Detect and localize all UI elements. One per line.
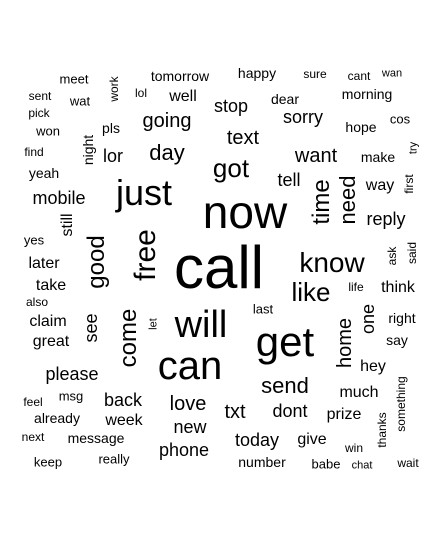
word-wait: wait [397,456,419,470]
word-call: call [173,234,265,301]
word-something: something [394,376,408,432]
word-need: need [335,175,360,225]
word-yeah: yeah [28,165,60,181]
word-really: really [98,451,130,467]
word-tell: tell [277,170,301,190]
word-love: love [169,393,207,415]
word-won: won [36,123,60,139]
word-chat: chat [351,459,373,472]
word-come: come [115,308,142,368]
word-lol: lol [134,86,148,100]
word-phone: phone [158,440,210,460]
word-number: number [238,454,286,470]
word-try: try [407,141,420,155]
word-back: back [103,390,143,410]
word-win: win [344,441,364,455]
word-sure: sure [303,67,327,81]
word-pls: pls [102,120,120,136]
word-get: get [255,318,315,365]
word-text: text [226,127,260,149]
word-got: got [212,153,250,183]
word-claim: claim [29,313,67,330]
word-also: also [25,295,49,309]
word-wan: wan [381,67,403,80]
word-dear: dear [270,91,300,107]
word-week: week [105,412,143,429]
word-will: will [174,304,228,346]
word-lor: lor [102,146,124,166]
word-please: please [45,364,99,384]
word-take: take [35,277,67,294]
word-like: like [291,277,331,307]
word-said: said [405,241,419,265]
word-say: say [386,332,408,348]
word-want: want [294,145,338,167]
word-dont: dont [272,401,308,421]
word-txt: txt [224,401,246,423]
word-know: know [299,247,365,278]
word-last: last [252,301,274,317]
word-sorry: sorry [283,107,323,127]
word-first: first [402,174,416,194]
word-good: good [83,235,110,289]
word-today: today [234,430,280,450]
word-pick: pick [28,106,50,120]
word-next: next [21,430,45,444]
word-day: day [149,140,185,165]
word-happy: happy [237,65,277,81]
word-make: make [360,149,396,165]
word-cos: cos [389,111,411,127]
word-one: one [358,303,378,335]
word-hey: hey [360,358,386,375]
word-night: night [80,134,96,166]
word-way: way [365,177,395,194]
word-now: now [202,186,288,238]
word-still: still [59,213,76,237]
word-keep: keep [33,454,63,470]
word-free: free [129,229,162,281]
word-later: later [28,255,60,272]
word-much: much [339,384,379,401]
word-home: home [334,317,356,369]
word-already: already [34,410,80,426]
word-great: great [32,333,70,350]
word-feel: feel [23,395,43,409]
word-can: can [157,344,223,388]
word-give: give [297,431,327,448]
word-prize: prize [326,406,362,423]
word-message: message [67,430,125,446]
word-thanks: thanks [375,412,389,448]
word-morning: morning [341,86,393,102]
word-let: let [147,318,160,330]
word-life: life [348,280,364,294]
word-meet: meet [59,71,89,87]
word-hope: hope [345,119,377,135]
word-babe: babe [311,456,341,472]
word-just: just [115,172,173,213]
word-msg: msg [58,388,84,404]
word-wat: wat [69,93,91,109]
word-work: work [107,76,121,102]
word-right: right [388,310,416,326]
word-going: going [142,110,192,132]
word-find: find [24,145,44,159]
word-stop: stop [213,96,249,116]
word-ask: ask [385,246,399,266]
word-see: see [81,313,101,343]
word-reply: reply [366,209,406,229]
word-time: time [308,179,335,225]
word-think: think [381,279,415,296]
word-cant: cant [347,69,371,83]
word-mobile: mobile [32,188,86,208]
word-send: send [261,373,309,398]
word-yes: yes [23,232,45,248]
word-sent: sent [28,89,52,103]
word-tomorrow: tomorrow [150,68,210,84]
word-well: well [169,88,197,105]
word-new: new [173,417,207,437]
